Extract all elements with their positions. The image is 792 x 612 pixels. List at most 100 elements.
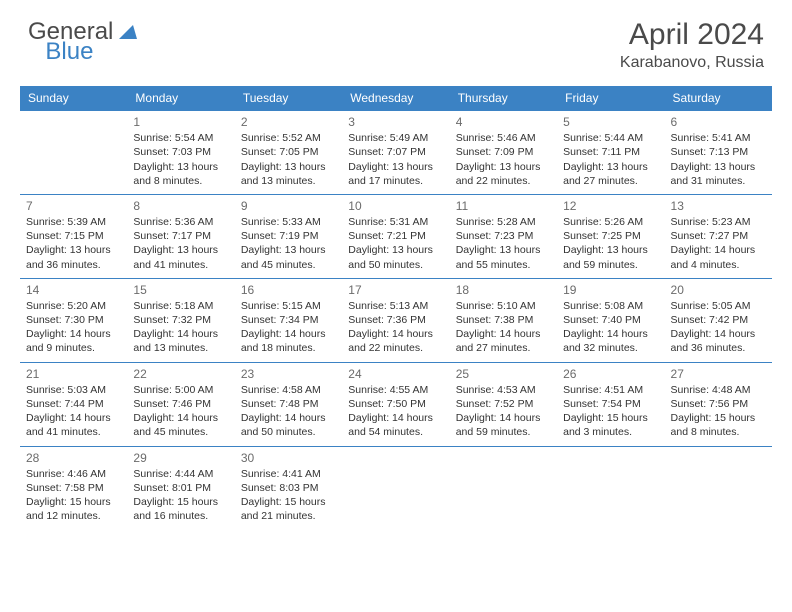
day-number: 3: [348, 114, 443, 130]
daylight-text: Daylight: 15 hours: [563, 411, 658, 425]
sunrise-text: Sunrise: 5:26 AM: [563, 215, 658, 229]
sunset-text: Sunset: 7:48 PM: [241, 397, 336, 411]
calendar-week: 7Sunrise: 5:39 AMSunset: 7:15 PMDaylight…: [20, 194, 772, 278]
calendar-cell: 5Sunrise: 5:44 AMSunset: 7:11 PMDaylight…: [557, 111, 664, 195]
day-number: 7: [26, 198, 121, 214]
day-number: 8: [133, 198, 228, 214]
day-header-row: Sunday Monday Tuesday Wednesday Thursday…: [20, 86, 772, 111]
sunset-text: Sunset: 7:38 PM: [456, 313, 551, 327]
day-number: 2: [241, 114, 336, 130]
daylight-text: Daylight: 13 hours: [456, 160, 551, 174]
sunset-text: Sunset: 7:21 PM: [348, 229, 443, 243]
sunrise-text: Sunrise: 4:53 AM: [456, 383, 551, 397]
daylight-text: Daylight: 14 hours: [348, 327, 443, 341]
daylight-text: Daylight: 13 hours: [241, 160, 336, 174]
calendar-cell: 21Sunrise: 5:03 AMSunset: 7:44 PMDayligh…: [20, 362, 127, 446]
calendar-cell: 22Sunrise: 5:00 AMSunset: 7:46 PMDayligh…: [127, 362, 234, 446]
sunrise-text: Sunrise: 5:49 AM: [348, 131, 443, 145]
day-number: 12: [563, 198, 658, 214]
calendar-cell: 12Sunrise: 5:26 AMSunset: 7:25 PMDayligh…: [557, 194, 664, 278]
calendar-cell: 23Sunrise: 4:58 AMSunset: 7:48 PMDayligh…: [235, 362, 342, 446]
calendar-cell: 7Sunrise: 5:39 AMSunset: 7:15 PMDaylight…: [20, 194, 127, 278]
calendar-cell: 8Sunrise: 5:36 AMSunset: 7:17 PMDaylight…: [127, 194, 234, 278]
calendar-cell: 24Sunrise: 4:55 AMSunset: 7:50 PMDayligh…: [342, 362, 449, 446]
sunset-text: Sunset: 7:34 PM: [241, 313, 336, 327]
location-label: Karabanovo, Russia: [620, 54, 764, 72]
day-number: 26: [563, 366, 658, 382]
sunrise-text: Sunrise: 4:44 AM: [133, 467, 228, 481]
daylight-text: Daylight: 15 hours: [671, 411, 766, 425]
daylight-text: and 18 minutes.: [241, 341, 336, 355]
day-number: 1: [133, 114, 228, 130]
calendar-cell: [450, 446, 557, 529]
sunrise-text: Sunrise: 5:33 AM: [241, 215, 336, 229]
calendar-cell: 26Sunrise: 4:51 AMSunset: 7:54 PMDayligh…: [557, 362, 664, 446]
sunrise-text: Sunrise: 5:31 AM: [348, 215, 443, 229]
daylight-text: Daylight: 13 hours: [563, 243, 658, 257]
sunset-text: Sunset: 7:36 PM: [348, 313, 443, 327]
title-block: April 2024 Karabanovo, Russia: [620, 18, 764, 72]
calendar-week: 1Sunrise: 5:54 AMSunset: 7:03 PMDaylight…: [20, 111, 772, 195]
day-header: Friday: [557, 86, 664, 111]
daylight-text: Daylight: 14 hours: [26, 327, 121, 341]
calendar-cell: 19Sunrise: 5:08 AMSunset: 7:40 PMDayligh…: [557, 278, 664, 362]
daylight-text: Daylight: 15 hours: [26, 495, 121, 509]
sunrise-text: Sunrise: 4:51 AM: [563, 383, 658, 397]
calendar-cell: 10Sunrise: 5:31 AMSunset: 7:21 PMDayligh…: [342, 194, 449, 278]
sunset-text: Sunset: 8:01 PM: [133, 481, 228, 495]
sunrise-text: Sunrise: 5:23 AM: [671, 215, 766, 229]
sunset-text: Sunset: 7:40 PM: [563, 313, 658, 327]
calendar-cell: 13Sunrise: 5:23 AMSunset: 7:27 PMDayligh…: [665, 194, 772, 278]
daylight-text: and 45 minutes.: [241, 258, 336, 272]
calendar-cell: 11Sunrise: 5:28 AMSunset: 7:23 PMDayligh…: [450, 194, 557, 278]
calendar-cell: 25Sunrise: 4:53 AMSunset: 7:52 PMDayligh…: [450, 362, 557, 446]
sunset-text: Sunset: 7:05 PM: [241, 145, 336, 159]
sunset-text: Sunset: 7:46 PM: [133, 397, 228, 411]
daylight-text: Daylight: 14 hours: [241, 327, 336, 341]
day-header: Monday: [127, 86, 234, 111]
sunset-text: Sunset: 7:17 PM: [133, 229, 228, 243]
sunset-text: Sunset: 7:23 PM: [456, 229, 551, 243]
day-number: 17: [348, 282, 443, 298]
sunset-text: Sunset: 7:32 PM: [133, 313, 228, 327]
sunrise-text: Sunrise: 4:46 AM: [26, 467, 121, 481]
day-number: 5: [563, 114, 658, 130]
calendar-cell: 20Sunrise: 5:05 AMSunset: 7:42 PMDayligh…: [665, 278, 772, 362]
sunrise-text: Sunrise: 5:15 AM: [241, 299, 336, 313]
sunrise-text: Sunrise: 5:28 AM: [456, 215, 551, 229]
day-header: Saturday: [665, 86, 772, 111]
daylight-text: and 45 minutes.: [133, 425, 228, 439]
sunrise-text: Sunrise: 4:58 AM: [241, 383, 336, 397]
calendar-cell: 16Sunrise: 5:15 AMSunset: 7:34 PMDayligh…: [235, 278, 342, 362]
calendar-cell: [20, 111, 127, 195]
day-number: 22: [133, 366, 228, 382]
calendar-cell: [557, 446, 664, 529]
sunset-text: Sunset: 7:09 PM: [456, 145, 551, 159]
sunrise-text: Sunrise: 5:46 AM: [456, 131, 551, 145]
daylight-text: Daylight: 13 hours: [671, 160, 766, 174]
calendar-body: 1Sunrise: 5:54 AMSunset: 7:03 PMDaylight…: [20, 111, 772, 530]
day-number: 18: [456, 282, 551, 298]
daylight-text: and 41 minutes.: [133, 258, 228, 272]
day-number: 9: [241, 198, 336, 214]
calendar-week: 28Sunrise: 4:46 AMSunset: 7:58 PMDayligh…: [20, 446, 772, 529]
logo: General Blue: [28, 18, 189, 46]
day-number: 27: [671, 366, 766, 382]
daylight-text: and 27 minutes.: [563, 174, 658, 188]
day-number: 15: [133, 282, 228, 298]
sunrise-text: Sunrise: 5:05 AM: [671, 299, 766, 313]
calendar-cell: [665, 446, 772, 529]
daylight-text: and 36 minutes.: [26, 258, 121, 272]
sunrise-text: Sunrise: 5:44 AM: [563, 131, 658, 145]
daylight-text: Daylight: 14 hours: [26, 411, 121, 425]
daylight-text: and 50 minutes.: [241, 425, 336, 439]
day-number: 25: [456, 366, 551, 382]
day-number: 6: [671, 114, 766, 130]
daylight-text: and 8 minutes.: [133, 174, 228, 188]
sunset-text: Sunset: 7:50 PM: [348, 397, 443, 411]
daylight-text: Daylight: 14 hours: [241, 411, 336, 425]
sunrise-text: Sunrise: 5:08 AM: [563, 299, 658, 313]
day-number: 21: [26, 366, 121, 382]
sunset-text: Sunset: 7:11 PM: [563, 145, 658, 159]
sunset-text: Sunset: 7:54 PM: [563, 397, 658, 411]
